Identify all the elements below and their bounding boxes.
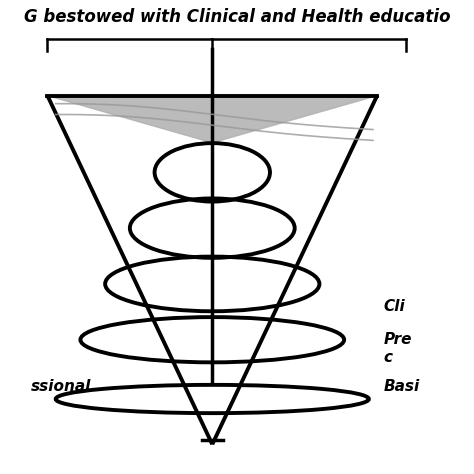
Text: G bestowed with Clinical and Health educatio: G bestowed with Clinical and Health educ… [24, 9, 450, 27]
Text: Basi: Basi [383, 379, 419, 394]
Polygon shape [47, 96, 377, 143]
Text: ssional: ssional [31, 379, 91, 394]
Text: Cli: Cli [383, 299, 405, 314]
Text: c: c [383, 350, 392, 365]
Text: Pre: Pre [383, 332, 412, 347]
